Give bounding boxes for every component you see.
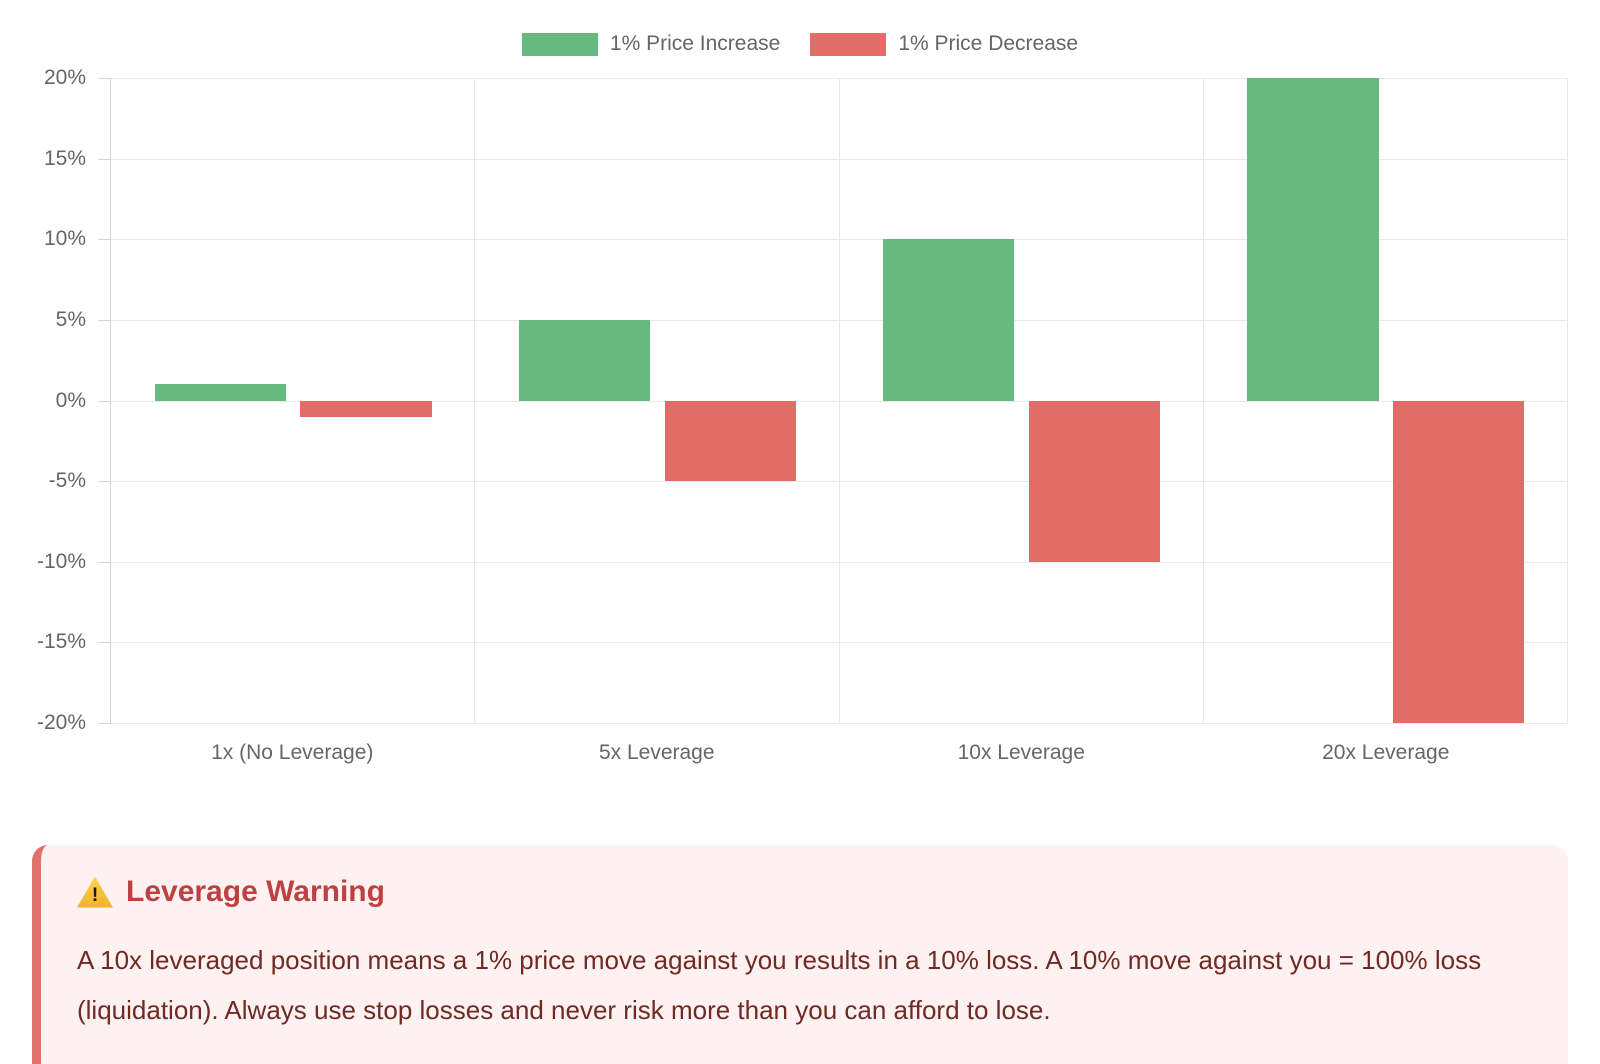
y-axis: 20% 15% 10% 5% 0% -5% -10% -15% -20% bbox=[32, 66, 111, 734]
horizontal-gridline bbox=[111, 561, 1568, 563]
y-tick-label: -15% bbox=[36, 630, 86, 654]
warning-title-row: Leverage Warning bbox=[77, 875, 1524, 909]
x-tick-label: 5x Leverage bbox=[598, 741, 715, 764]
legend-swatch-price-decrease bbox=[810, 32, 887, 56]
y-tick-label: -20% bbox=[36, 711, 86, 734]
bar-price-decrease bbox=[1393, 400, 1525, 723]
vertical-gridline bbox=[474, 78, 476, 723]
horizontal-gridline bbox=[111, 78, 1568, 79]
y-tick-label: -10% bbox=[36, 549, 86, 573]
horizontal-gridline bbox=[111, 481, 1568, 483]
y-tick-label: 0% bbox=[55, 388, 86, 412]
y-tick-mark bbox=[98, 239, 111, 241]
leverage-warning-box: Leverage Warning A 10x leveraged positio… bbox=[32, 845, 1568, 1064]
warning-title: Leverage Warning bbox=[126, 875, 385, 908]
leverage-risk-chart: 1% Price Increase 1% Price Decrease 20% 15… bbox=[32, 0, 1568, 765]
warning-body-text: A 10x leveraged position means a 1% pric… bbox=[77, 945, 1482, 1025]
legend-item-price-decrease[interactable]: 1% Price Decrease bbox=[810, 32, 1078, 56]
x-tick-label: 1x (No Leverage) bbox=[211, 741, 374, 764]
category-cell bbox=[111, 78, 475, 723]
horizontal-gridline bbox=[111, 400, 1568, 402]
warning-triangle-icon bbox=[77, 877, 113, 908]
horizontal-gridline bbox=[111, 319, 1568, 321]
vertical-gridline bbox=[838, 78, 840, 723]
vertical-gridline bbox=[1567, 78, 1568, 723]
legend-item-price-increase[interactable]: 1% Price Increase bbox=[521, 32, 781, 56]
y-tick-mark bbox=[98, 481, 111, 483]
y-tick-mark bbox=[98, 400, 111, 402]
y-tick-label: 5% bbox=[55, 307, 86, 331]
y-tick-mark bbox=[98, 158, 111, 160]
bar-price-increase bbox=[1247, 78, 1379, 401]
y-tick-mark bbox=[98, 723, 111, 724]
bar-price-increase bbox=[518, 319, 651, 401]
horizontal-gridline bbox=[111, 642, 1568, 644]
chart-legend: 1% Price Increase 1% Price Decrease bbox=[32, 32, 1568, 56]
bar-price-decrease bbox=[300, 400, 432, 417]
vertical-gridline bbox=[1202, 78, 1204, 723]
y-tick-label: 15% bbox=[43, 146, 86, 170]
y-tick-mark bbox=[98, 78, 111, 79]
y-tick-label: 10% bbox=[43, 227, 86, 251]
y-tick-label: 20% bbox=[43, 66, 86, 89]
legend-label-price-increase: 1% Price Increase bbox=[609, 32, 781, 55]
y-tick-label: -5% bbox=[48, 469, 86, 493]
horizontal-gridline bbox=[111, 158, 1568, 160]
x-axis: 1x (No Leverage) 5x Leverage 10x Leverage 2… bbox=[110, 723, 1568, 765]
bar-price-increase bbox=[154, 384, 286, 401]
horizontal-gridline bbox=[111, 239, 1568, 241]
bar-price-decrease bbox=[1028, 400, 1161, 562]
plot-area bbox=[110, 78, 1568, 724]
legend-swatch-price-increase bbox=[521, 32, 598, 56]
y-tick-mark bbox=[98, 561, 111, 563]
x-tick-label: 10x Leverage bbox=[957, 741, 1085, 764]
x-tick-label: 20x Leverage bbox=[1322, 741, 1450, 764]
category-cell bbox=[840, 78, 1204, 723]
y-tick-mark bbox=[98, 319, 111, 321]
chart-plot-region: 20% 15% 10% 5% 0% -5% -10% -15% -20% bbox=[32, 66, 1568, 734]
legend-label-price-decrease: 1% Price Decrease bbox=[898, 32, 1079, 55]
y-tick-mark bbox=[98, 642, 111, 644]
category-cell bbox=[475, 78, 839, 723]
bar-price-decrease bbox=[664, 400, 796, 482]
bar-price-increase bbox=[883, 239, 1015, 401]
horizontal-gridline bbox=[111, 723, 1568, 724]
category-cell bbox=[1204, 78, 1568, 723]
